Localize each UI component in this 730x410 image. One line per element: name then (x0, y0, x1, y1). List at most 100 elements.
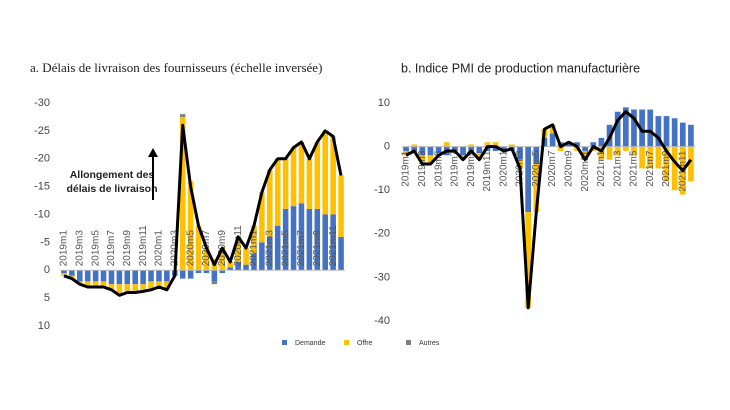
bar (219, 270, 226, 274)
y-tick-label: 0 (384, 141, 390, 153)
bar (195, 225, 202, 271)
y-tick-label: -30 (34, 97, 50, 109)
bar (219, 247, 226, 271)
y-tick-label: -20 (34, 153, 50, 165)
bar (195, 270, 202, 274)
bar (61, 273, 67, 276)
legend-swatch (344, 340, 349, 345)
bar (187, 181, 194, 271)
bar (116, 284, 123, 296)
bar (435, 146, 442, 154)
x-tick-label: 2021m7 (645, 150, 656, 187)
y-tick-label: -10 (374, 184, 390, 196)
bar (298, 142, 305, 204)
bar (549, 133, 556, 147)
bar (655, 146, 662, 169)
bar (598, 137, 605, 147)
bar (565, 142, 572, 147)
x-tick-label: 2019m11 (482, 150, 493, 191)
bar (622, 107, 629, 147)
bar (132, 284, 138, 293)
bar (211, 270, 218, 282)
bar (476, 153, 483, 160)
x-tick-label: 2019m9 (122, 230, 133, 267)
y-tick-label: 0 (44, 264, 50, 276)
line (63, 123, 343, 297)
bar (148, 270, 154, 282)
bar (148, 281, 154, 290)
y-tick-label: -40 (374, 315, 390, 327)
bar (517, 159, 523, 169)
bar (156, 270, 162, 282)
bar (124, 284, 131, 293)
chart-title: b. Indice PMI de production manufacturiè… (401, 61, 640, 75)
bar (179, 114, 186, 117)
x-tick-label: 2020m11 (233, 225, 244, 266)
bar (132, 270, 138, 285)
bar (614, 111, 621, 147)
x-tick-label: 2020m5 (531, 150, 542, 187)
bar (411, 144, 418, 147)
x-tick-label: 2019m7 (450, 150, 461, 187)
y-tick-label: -25 (34, 125, 50, 137)
x-tick-label: 2021m1 (596, 150, 607, 187)
legend-label: Offre (357, 340, 373, 347)
bar (314, 208, 321, 271)
x-tick-label: 2021m7 (296, 230, 307, 267)
bar (517, 146, 523, 160)
legend-swatch (282, 340, 287, 345)
bar (419, 155, 426, 165)
bar (427, 155, 434, 165)
y-tick-label: 5 (44, 292, 50, 304)
bar (338, 236, 344, 271)
y-tick-label: -15 (34, 181, 50, 193)
bar (403, 146, 409, 151)
bar (614, 146, 621, 156)
bar (452, 146, 458, 151)
bar (108, 270, 115, 285)
y-tick-label: -10 (34, 208, 50, 220)
bar (679, 122, 686, 147)
bar (525, 146, 532, 212)
bar (274, 225, 281, 271)
bar (211, 281, 218, 285)
bar (663, 146, 670, 182)
bar (606, 146, 613, 160)
bar (84, 270, 91, 282)
x-tick-label: 2021m3 (264, 230, 275, 267)
x-tick-label: 2020m1 (154, 230, 165, 267)
bar (443, 142, 450, 147)
bar (92, 281, 99, 287)
x-tick-label: 2019m7 (106, 230, 117, 267)
bar (203, 247, 210, 271)
bar (100, 281, 107, 287)
arrow-head (148, 148, 158, 157)
bar (484, 142, 491, 147)
bar (322, 130, 328, 215)
y-tick-label: 10 (378, 97, 390, 109)
bar (290, 206, 297, 271)
x-tick-label: 2021m9 (661, 150, 672, 187)
bar (203, 270, 210, 274)
bar (164, 281, 170, 290)
bar (235, 261, 241, 271)
y-tick-label: -30 (374, 271, 390, 283)
bar (557, 146, 564, 151)
annotation: Allongement des (70, 169, 155, 181)
x-tick-label: 2021m1 (249, 230, 260, 267)
bar (322, 214, 328, 271)
bar (631, 109, 637, 147)
bar (525, 212, 532, 308)
bar (549, 124, 556, 134)
bar (164, 270, 170, 282)
bar (69, 270, 75, 276)
bar (590, 142, 597, 147)
bar (500, 146, 507, 151)
x-tick-label: 2019m3 (417, 150, 428, 187)
bar (108, 284, 115, 290)
bar (655, 116, 662, 147)
x-tick-label: 2020m11 (580, 150, 591, 191)
x-tick-label: 2019m1 (401, 150, 412, 187)
bar (282, 158, 289, 209)
bar (338, 175, 344, 237)
